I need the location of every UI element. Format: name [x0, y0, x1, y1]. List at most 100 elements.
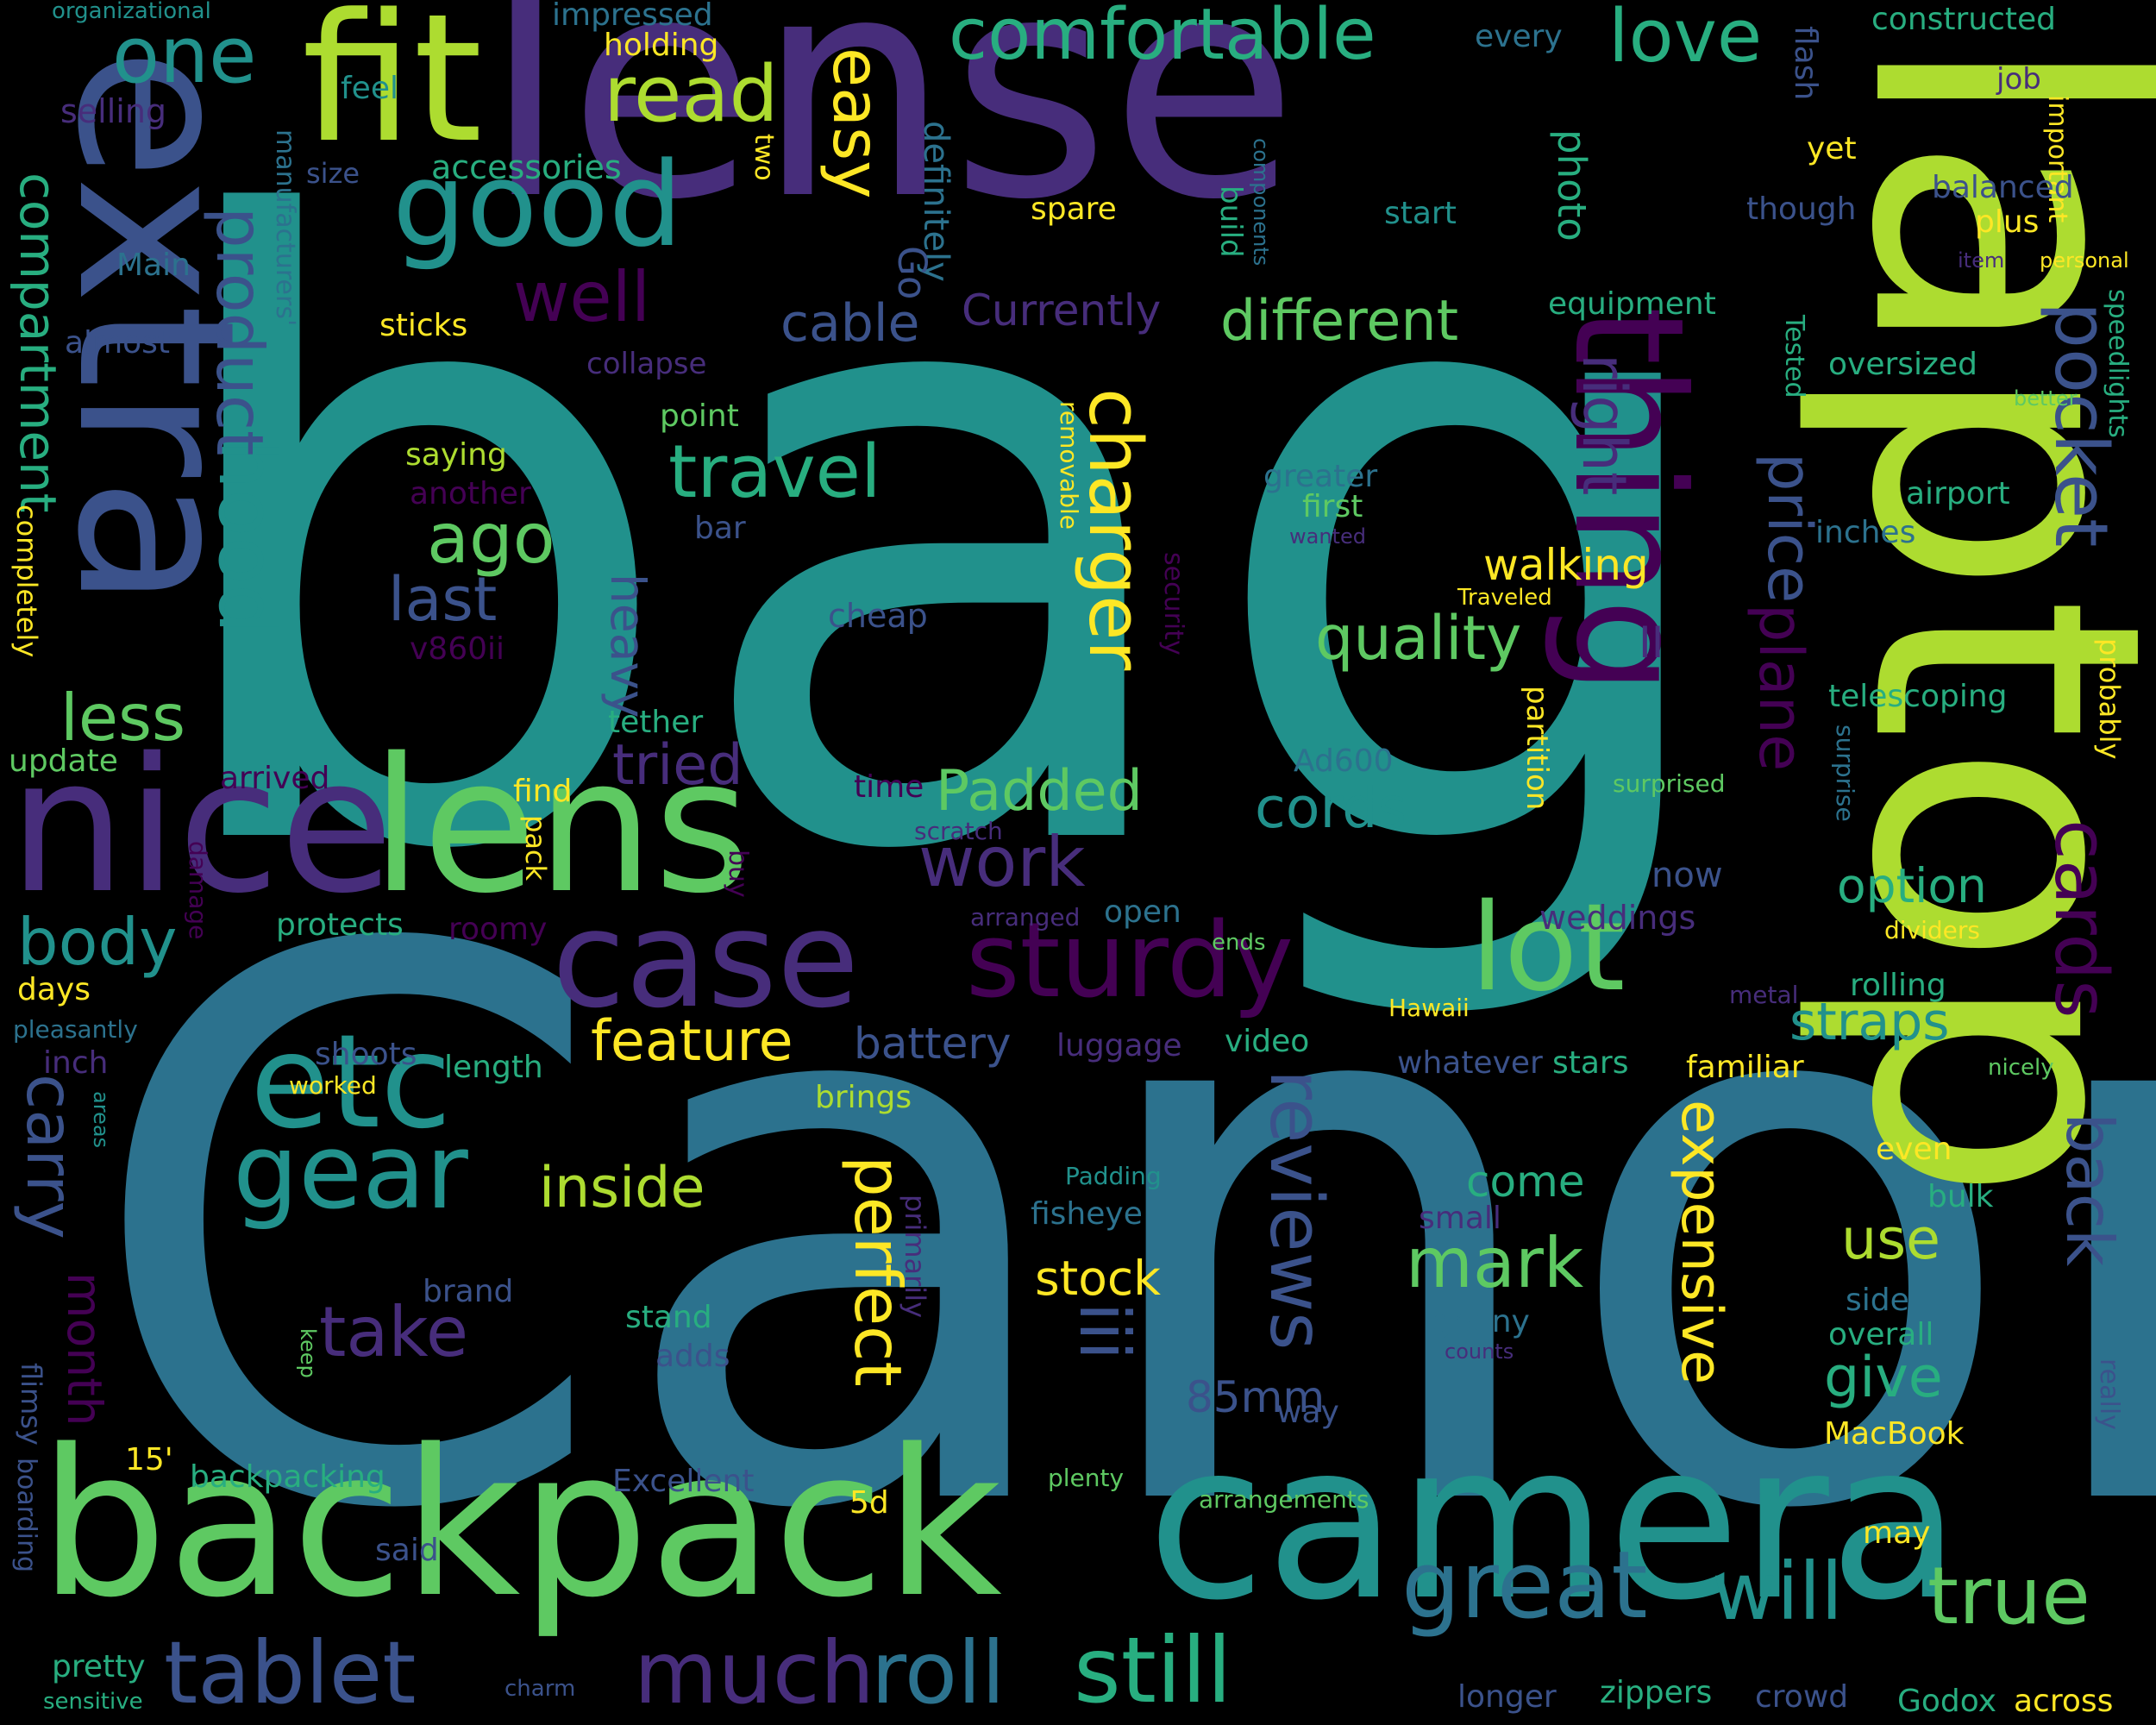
- cloud-word-body: body: [17, 904, 178, 980]
- cloud-word-inches: inches: [1815, 515, 1916, 550]
- cloud-word-charm: charm: [505, 1676, 576, 1702]
- cloud-word-nicely: nicely: [1988, 1055, 2054, 1081]
- cloud-word-price: price: [1754, 453, 1825, 604]
- cloud-word-ad600: Ad600: [1294, 743, 1394, 779]
- cloud-word-removable: removable: [1055, 401, 1083, 530]
- cloud-word-greater: greater: [1263, 459, 1378, 494]
- cloud-word-last: last: [388, 564, 498, 635]
- cloud-word-zippers: zippers: [1600, 1675, 1713, 1710]
- cloud-word-completely: completely: [10, 505, 43, 658]
- cloud-word-balanced: balanced: [1932, 170, 2074, 205]
- cloud-word-worked: worked: [289, 1071, 377, 1100]
- cloud-word-reviews: reviews: [1253, 1070, 1338, 1351]
- cloud-word-telescoping: telescoping: [1828, 679, 2008, 714]
- cloud-word-back: back: [2052, 1113, 2128, 1267]
- cloud-word-bulk: bulk: [1927, 1179, 1994, 1214]
- cloud-word-dividers: dividers: [1884, 916, 1981, 944]
- cloud-word-stand: stand: [625, 1300, 712, 1335]
- cloud-word-etc: etc: [250, 1007, 452, 1157]
- cloud-word-stock: stock: [1035, 1251, 1161, 1306]
- cloud-word-counts: counts: [1445, 1339, 1514, 1364]
- cloud-word-different: different: [1220, 289, 1459, 354]
- cloud-word-scratch: scratch: [914, 817, 1003, 845]
- cloud-word-brand: brand: [423, 1274, 514, 1309]
- cloud-word-roomy: roomy: [448, 912, 548, 947]
- cloud-word-inside: inside: [539, 1156, 705, 1220]
- cloud-word-pretty: pretty: [52, 1649, 146, 1684]
- cloud-word-roll: roll: [871, 1622, 1006, 1723]
- cloud-word-equipment: equipment: [1548, 286, 1716, 322]
- cloud-word-quality: quality: [1315, 603, 1522, 674]
- cloud-word-sturdy: sturdy: [966, 901, 1294, 1021]
- cloud-word-primarily: primarily: [899, 1195, 931, 1319]
- cloud-word-flimsy: flimsy: [15, 1363, 47, 1446]
- cloud-word-true: true: [1927, 1550, 2090, 1642]
- cloud-word-love: love: [1608, 0, 1763, 79]
- cloud-word-side: side: [1846, 1283, 1909, 1318]
- cloud-word-85mm: 85mm: [1186, 1372, 1326, 1422]
- cloud-word-one: one: [112, 10, 257, 101]
- cloud-word-pleasantly: pleasantly: [13, 1015, 138, 1044]
- cloud-word-excellent: Excellent: [612, 1464, 755, 1499]
- cloud-word-lens: lens: [371, 718, 751, 934]
- cloud-word-feature: feature: [591, 1009, 793, 1074]
- cloud-word-5d: 5d: [849, 1485, 889, 1521]
- cloud-word-cheap: cheap: [828, 597, 928, 635]
- cloud-word-plus: plus: [1975, 204, 2040, 240]
- cloud-word-padding: Padding: [1065, 1162, 1162, 1190]
- cloud-word-inch: inch: [43, 1045, 109, 1081]
- cloud-word-said: said: [375, 1533, 439, 1568]
- cloud-word-tried: tried: [612, 733, 743, 798]
- cloud-word-brings: brings: [815, 1080, 912, 1115]
- cloud-word-straps: straps: [1789, 992, 1950, 1052]
- cloud-word-currently: Currently: [962, 285, 1162, 336]
- cloud-word-rolling: rolling: [1850, 968, 1946, 1003]
- cloud-word-gear: gear: [233, 1113, 468, 1233]
- cloud-word-backpacking: backpacking: [190, 1459, 385, 1495]
- cloud-word-keep: keep: [296, 1328, 320, 1378]
- cloud-word-feel: feel: [341, 71, 398, 106]
- cloud-word-size: size: [306, 157, 360, 190]
- cloud-word-ii: II: [1639, 618, 1664, 668]
- cloud-word-much: much: [634, 1622, 875, 1723]
- cloud-word-bar: bar: [694, 511, 746, 546]
- cloud-word-hawaii: Hawaii: [1388, 994, 1470, 1022]
- cloud-word-way: way: [1276, 1395, 1339, 1430]
- cloud-word-cable: cable: [780, 293, 920, 354]
- cloud-word-damage: damage: [184, 841, 212, 940]
- cloud-word-use: use: [1841, 1208, 1941, 1272]
- cloud-word-padded: Padded: [936, 759, 1143, 824]
- cloud-word-less: less: [60, 680, 186, 756]
- cloud-word-almost: almost: [65, 325, 171, 361]
- cloud-word-go: Go: [889, 246, 935, 300]
- cloud-word-adds: adds: [655, 1339, 730, 1374]
- cloud-word-oversized: oversized: [1828, 347, 1977, 382]
- cloud-word-manufacturers: manufacturers': [270, 129, 300, 327]
- cloud-word-longer: longer: [1457, 1679, 1557, 1715]
- cloud-word-build: build: [1213, 185, 1248, 258]
- cloud-word-camera: camera: [1147, 1396, 1961, 1647]
- cloud-word-flash: flash: [1788, 26, 1823, 101]
- cloud-word-sticks: sticks: [379, 308, 468, 343]
- cloud-word-plane: plane: [1745, 604, 1816, 772]
- cloud-word-read: read: [604, 49, 779, 140]
- cloud-word-heavy: heavy: [600, 574, 655, 718]
- cloud-word-item: item: [1958, 248, 2005, 273]
- cloud-word-great: great: [1401, 1532, 1648, 1640]
- cloud-word-tether: tether: [608, 705, 704, 740]
- cloud-word-start: start: [1384, 196, 1457, 231]
- cloud-word-15: 15': [125, 1442, 173, 1477]
- cloud-word-open: open: [1104, 894, 1181, 930]
- cloud-word-time: time: [854, 769, 924, 805]
- cloud-word-fisheye: fisheye: [1031, 1196, 1143, 1232]
- cloud-word-every: every: [1475, 19, 1563, 54]
- cloud-word-another: another: [410, 476, 531, 511]
- cloud-word-travel: travel: [668, 430, 881, 515]
- cloud-word-security: security: [1158, 552, 1188, 656]
- cloud-word-bag: bag: [147, 51, 1738, 1035]
- cloud-word-easy: easy: [818, 47, 894, 199]
- cloud-word-well: well: [513, 257, 651, 337]
- cloud-word-will: will: [1712, 1546, 1843, 1638]
- cloud-word-battery: battery: [854, 1019, 1012, 1069]
- cloud-word-components: components: [1249, 138, 1273, 267]
